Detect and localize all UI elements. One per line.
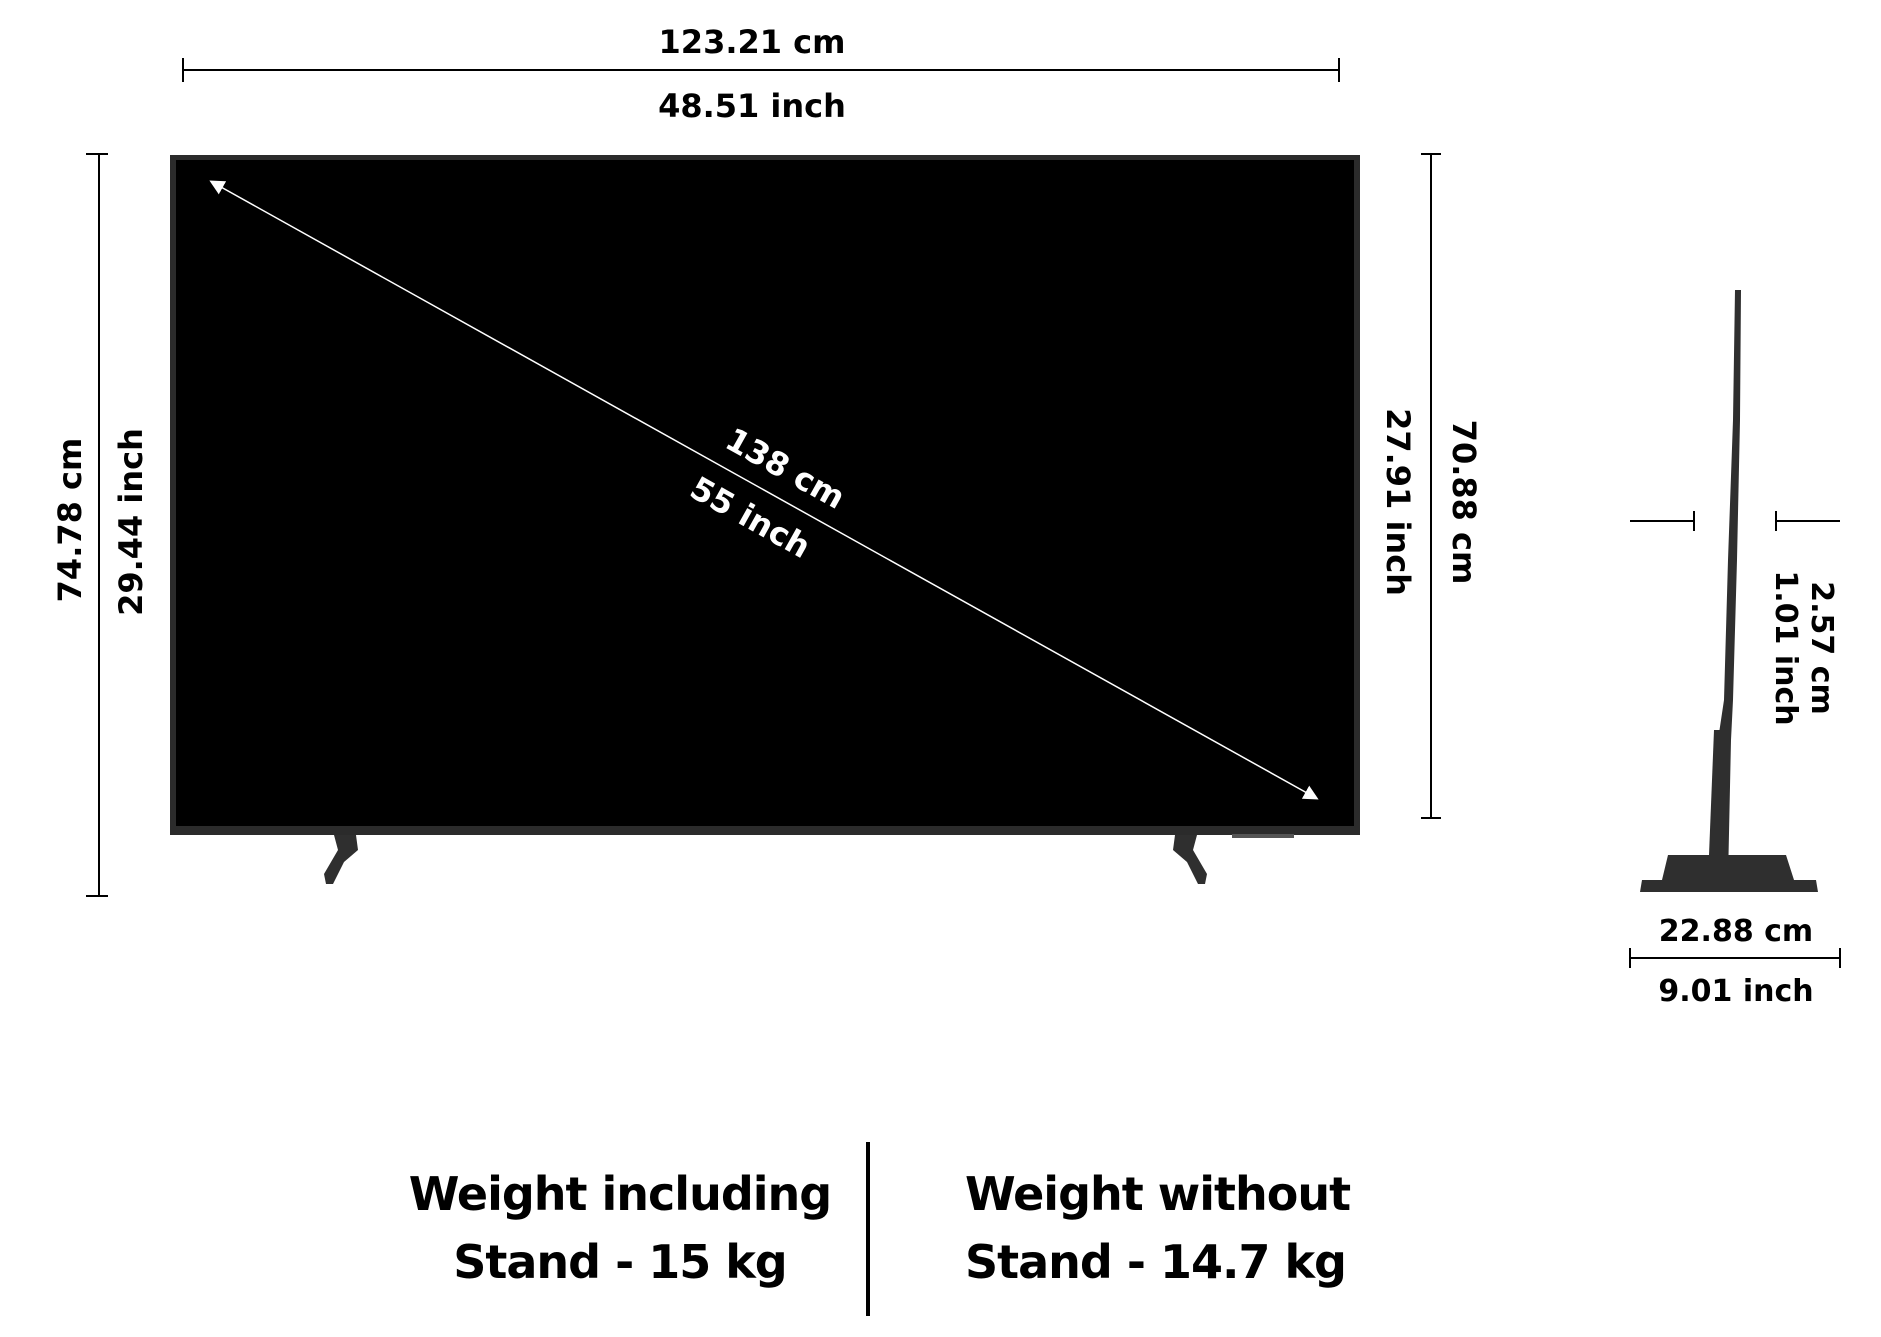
width-cm-label: 123.21 cm bbox=[659, 23, 846, 61]
stand-depth-cm-label: 22.88 cm bbox=[1659, 914, 1813, 949]
height-panel-inch-label: 27.91 inch bbox=[1379, 408, 1417, 596]
width-inch-label: 48.51 inch bbox=[658, 87, 846, 125]
weight-without-stand-line1: Weight without bbox=[965, 1167, 1351, 1221]
weight-divider bbox=[866, 1142, 870, 1316]
width-dimension: 123.21 cm 48.51 inch bbox=[182, 23, 1340, 125]
weight-including-stand: Weight including Stand - 15 kg bbox=[390, 1160, 850, 1296]
tv-side-stand-base bbox=[1640, 855, 1818, 892]
height-panel-cm-label: 70.88 cm bbox=[1445, 420, 1483, 585]
weight-without-stand-line2: Stand - 14.7 kg bbox=[965, 1235, 1347, 1289]
tv-side-stand-neck bbox=[1708, 730, 1724, 880]
depth-inch-label: 1.01 inch bbox=[1768, 570, 1803, 725]
stand-depth-inch-label: 9.01 inch bbox=[1658, 974, 1813, 1009]
depth-cm-label: 2.57 cm bbox=[1804, 581, 1839, 715]
tv-logo-strip bbox=[1232, 834, 1294, 838]
tv-side-view: 2.57 cm 1.01 inch 22.88 cm 9.01 inch bbox=[1629, 290, 1841, 1009]
tv-foot-left bbox=[324, 835, 358, 884]
height-with-stand-cm-label: 74.78 cm bbox=[51, 438, 89, 603]
tv-front-view: 138 cm 55 inch bbox=[170, 155, 1360, 884]
weight-including-stand-line2: Stand - 15 kg bbox=[453, 1235, 788, 1289]
height-panel-dimension: 27.91 inch 70.88 cm bbox=[1379, 153, 1483, 819]
diagonal-arrow bbox=[209, 180, 1319, 800]
height-with-stand-dimension: 74.78 cm 29.44 inch bbox=[51, 153, 150, 897]
weight-without-stand: Weight without Stand - 14.7 kg bbox=[965, 1160, 1425, 1296]
height-with-stand-inch-label: 29.44 inch bbox=[112, 428, 150, 616]
tv-foot-right bbox=[1173, 835, 1207, 884]
weight-including-stand-line1: Weight including bbox=[408, 1167, 832, 1221]
